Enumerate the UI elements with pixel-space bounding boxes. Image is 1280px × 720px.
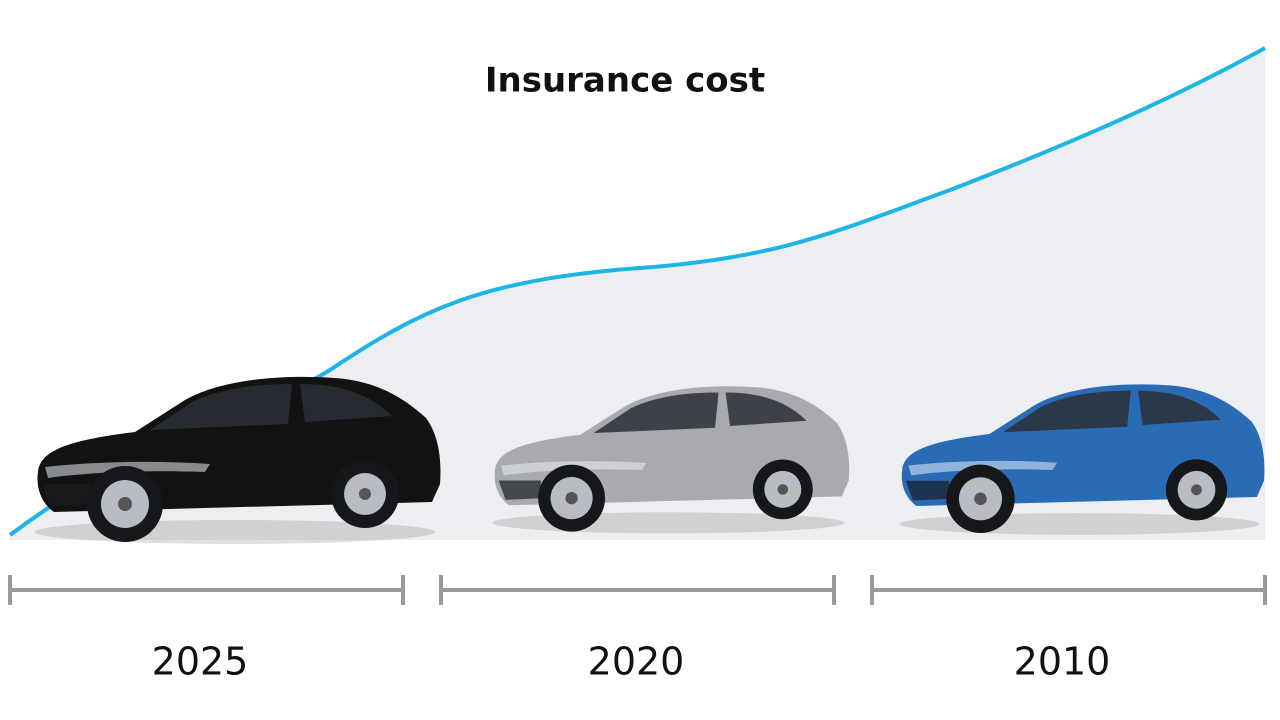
- title: Insurance cost: [485, 61, 765, 101]
- year-label: 2020: [588, 640, 685, 684]
- year-label: 2010: [1014, 640, 1111, 684]
- year-label: 2025: [152, 640, 249, 684]
- period-bars: [8, 575, 1267, 605]
